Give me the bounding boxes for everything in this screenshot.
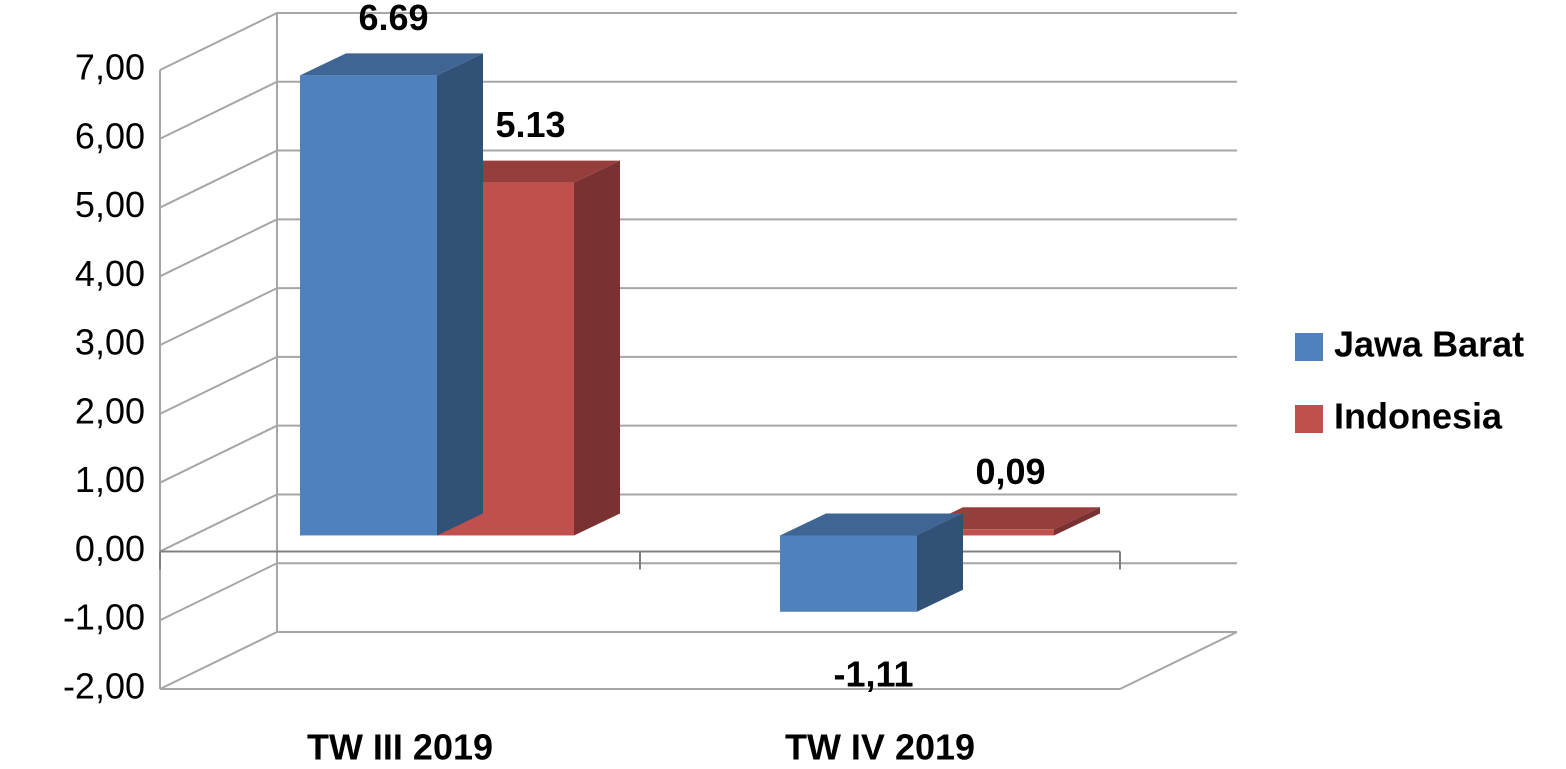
y-tick-label: 4,00: [75, 253, 145, 294]
grid-line: [159, 287, 1237, 347]
bar-face: [780, 513, 963, 536]
legend-swatch: [1295, 333, 1323, 361]
grid-line: [159, 12, 1237, 71]
y-tick-label: -1,00: [63, 597, 145, 638]
data-label: 5.13: [495, 104, 565, 145]
x-tick-label: TW IV 2019: [785, 727, 975, 768]
grid-line: [159, 493, 1237, 553]
bar-face: [300, 53, 483, 76]
legend-label: Indonesia: [1334, 396, 1503, 437]
x-tick-label: TW III 2019: [307, 727, 493, 768]
bar-face: [917, 529, 1054, 536]
y-tick-label: 2,00: [75, 390, 145, 431]
bar-face: [574, 160, 620, 536]
bar: [300, 53, 483, 536]
grid-line: [159, 562, 1237, 622]
data-label: 0,09: [975, 451, 1045, 492]
y-tick-label: 3,00: [75, 322, 145, 363]
data-label: 6.69: [358, 0, 428, 38]
legend-label: Jawa Barat: [1334, 324, 1524, 365]
y-tick-label: -2,00: [63, 666, 145, 707]
bar-face: [437, 53, 483, 536]
bar-face: [1054, 507, 1100, 536]
data-label: -1,11: [833, 653, 913, 694]
y-tick-label: 5,00: [75, 184, 145, 225]
legend-swatch: [1295, 405, 1323, 433]
grid-line: [159, 218, 1237, 278]
bar: [780, 513, 963, 612]
floor-edge: [160, 631, 1238, 690]
y-tick-label: 6,00: [75, 115, 145, 156]
grid-line: [159, 631, 1237, 690]
bar-face: [300, 75, 437, 536]
y-tick-label: 7,00: [75, 47, 145, 88]
grid-line: [159, 424, 1237, 484]
bar-face: [780, 535, 917, 612]
grid-line: [159, 149, 1237, 209]
y-tick-label: 1,00: [75, 459, 145, 500]
grid-line: [159, 355, 1237, 415]
grid-line: [159, 80, 1237, 140]
y-tick-label: 0,00: [75, 528, 145, 569]
bar-face: [917, 513, 963, 612]
